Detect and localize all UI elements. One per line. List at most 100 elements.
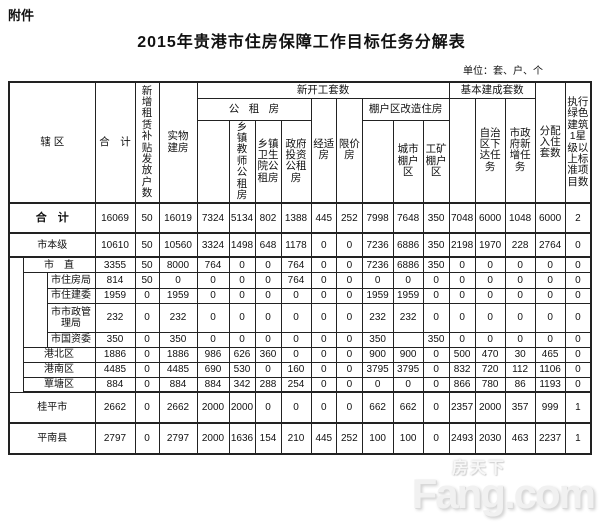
data-cell: 0 bbox=[448, 256, 476, 273]
data-cell: 0 bbox=[310, 361, 338, 378]
data-cell: 0 bbox=[474, 331, 506, 348]
data-cell: 5134 bbox=[228, 202, 256, 235]
col-header-total: 合 计 bbox=[94, 81, 136, 204]
col-header-shanty: 棚户区改造住房 bbox=[361, 97, 450, 121]
data-cell: 2797 bbox=[158, 422, 198, 456]
data-cell: 50 bbox=[134, 271, 160, 289]
data-cell: 7648 bbox=[392, 202, 424, 235]
watermark-en-label: Fang.com bbox=[411, 470, 596, 517]
data-cell: 690 bbox=[196, 361, 230, 378]
data-cell: 500 bbox=[448, 346, 476, 363]
table-row: 市住建委 1959 0 1959 0 0 0 0 0 0 1959 1959 0 0 0 0 0 0 bbox=[9, 287, 592, 304]
data-cell: 0 bbox=[134, 346, 160, 363]
data-cell: 0 bbox=[280, 287, 312, 304]
data-cell: 6000 bbox=[534, 202, 566, 235]
data-cell: 802 bbox=[254, 202, 282, 235]
col-header-shanty-industrial: 工矿棚户区 bbox=[422, 119, 450, 204]
table-row: 市市政管理局 232 0 232 0 0 0 0 0 0 232 232 0 0 0 0 0 0 bbox=[9, 302, 592, 333]
data-cell: 0 bbox=[422, 287, 450, 304]
data-cell: 445 bbox=[310, 422, 338, 456]
data-cell: 0 bbox=[504, 256, 536, 273]
data-cell: 50 bbox=[134, 202, 160, 235]
data-cell: 900 bbox=[361, 346, 394, 363]
data-cell: 1636 bbox=[228, 422, 256, 456]
data-cell: 764 bbox=[280, 256, 312, 273]
row-label: 市住房局 bbox=[46, 271, 96, 289]
data-cell: 884 bbox=[94, 376, 136, 394]
data-cell: 445 bbox=[310, 202, 338, 235]
data-cell: 662 bbox=[392, 391, 424, 425]
data-cell: 764 bbox=[196, 256, 230, 273]
data-cell: 2493 bbox=[448, 422, 476, 456]
data-cell: 350 bbox=[422, 256, 450, 273]
col-header-pr-teacher: 乡镇教师公租房 bbox=[228, 119, 256, 204]
data-cell: 1959 bbox=[94, 287, 136, 304]
table-header: 辖 区 合 计 新增租赁补贴发放户数 实物建房 新开工套数 基本建成套数 分配入… bbox=[8, 81, 592, 204]
data-cell: 662 bbox=[361, 391, 394, 425]
col-header-city-task: 市政府新增任务 bbox=[504, 97, 536, 204]
data-cell: 0 bbox=[228, 302, 256, 333]
data-cell: 1 bbox=[564, 391, 592, 425]
data-cell: 7998 bbox=[361, 202, 394, 235]
table-row: 市 直 3355 50 8000 764 0 0 764 0 0 7236 6886 350 0 0 0 0 0 bbox=[8, 256, 592, 393]
data-cell: 720 bbox=[474, 361, 506, 378]
data-cell: 0 bbox=[254, 271, 282, 289]
data-cell: 1193 bbox=[534, 376, 566, 394]
data-cell: 0 bbox=[448, 331, 476, 348]
col-header-affordable: 经适房 bbox=[310, 97, 338, 204]
row-label: 桂平市 bbox=[8, 391, 96, 425]
data-cell: 1959 bbox=[361, 287, 394, 304]
col-header-price-capped: 限价房 bbox=[336, 97, 363, 204]
data-cell: 100 bbox=[392, 422, 424, 456]
col-header-public-rental: 公租房 bbox=[196, 97, 312, 121]
indent-spacer bbox=[22, 271, 48, 348]
data-cell: 0 bbox=[534, 256, 566, 273]
data-cell: 0 bbox=[504, 287, 536, 304]
data-cell: 160 bbox=[280, 361, 312, 378]
table-row: 市住房局 814 50 0 0 0 0 764 0 0 0 0 0 0 0 0 0 0 bbox=[9, 271, 592, 348]
data-cell: 0 bbox=[474, 271, 506, 289]
data-cell: 986 bbox=[196, 346, 230, 363]
data-cell: 0 bbox=[422, 361, 450, 378]
row-label: 市国资委 bbox=[46, 331, 96, 348]
data-cell: 2000 bbox=[474, 391, 506, 425]
data-cell: 0 bbox=[280, 302, 312, 333]
data-cell: 1048 bbox=[504, 202, 536, 235]
data-cell: 0 bbox=[134, 302, 160, 333]
data-cell: 2237 bbox=[534, 422, 566, 456]
data-cell: 0 bbox=[228, 256, 256, 273]
row-label: 港南区 bbox=[22, 361, 96, 378]
data-cell: 0 bbox=[534, 331, 566, 348]
table-row: 市本级 10610 50 10560 3324 1498 648 1178 0 0 7236 6886… bbox=[8, 232, 592, 259]
data-cell: 2000 bbox=[196, 391, 230, 425]
data-cell: 0 bbox=[310, 287, 338, 304]
data-cell: 0 bbox=[564, 232, 592, 259]
data-cell: 1886 bbox=[158, 346, 198, 363]
data-cell: 0 bbox=[310, 391, 338, 425]
data-cell: 0 bbox=[196, 331, 230, 348]
data-cell: 232 bbox=[392, 302, 424, 333]
data-cell: 357 bbox=[504, 391, 536, 425]
col-header-completed: 基本建成套数 bbox=[448, 81, 536, 99]
data-cell: 0 bbox=[336, 302, 363, 333]
col-header-new-starts: 新开工套数 bbox=[196, 81, 450, 99]
unit-note: 单位：套、户、个 bbox=[463, 66, 543, 77]
data-cell: 30 bbox=[504, 346, 536, 363]
data-cell: 350 bbox=[422, 232, 450, 259]
data-cell: 2357 bbox=[448, 391, 476, 425]
data-cell: 866 bbox=[448, 376, 476, 394]
table-row: 港南区 4485 0 4485 690 530 0 160 0 0 3795 3795 0 832 720 1… bbox=[9, 361, 592, 378]
data-cell: 0 bbox=[254, 302, 282, 333]
data-cell: 2662 bbox=[158, 391, 198, 425]
data-cell: 0 bbox=[310, 271, 338, 289]
data-cell: 0 bbox=[280, 331, 312, 348]
data-cell: 16019 bbox=[158, 202, 198, 235]
document-page: 附件 2015年贵港市住房保障工作目标任务分解表 单位：套、户、个 辖 区 合 … bbox=[8, 8, 596, 517]
data-cell: 0 bbox=[310, 346, 338, 363]
data-cell: 0 bbox=[228, 287, 256, 304]
data-cell: 0 bbox=[134, 287, 160, 304]
data-cell: 0 bbox=[534, 302, 566, 333]
fang-watermark: 房天下 Fang.com bbox=[383, 456, 598, 518]
data-cell: 0 bbox=[474, 302, 506, 333]
data-cell: 0 bbox=[336, 232, 363, 259]
